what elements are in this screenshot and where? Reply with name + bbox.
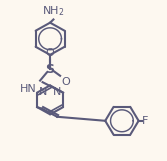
Text: N: N: [39, 87, 47, 97]
Text: N: N: [53, 87, 61, 97]
Text: O: O: [46, 48, 54, 58]
Text: F: F: [142, 116, 148, 126]
Text: HN: HN: [20, 84, 37, 94]
Text: NH$_2$: NH$_2$: [42, 4, 65, 18]
Text: O: O: [62, 77, 70, 87]
Text: S: S: [46, 63, 55, 76]
